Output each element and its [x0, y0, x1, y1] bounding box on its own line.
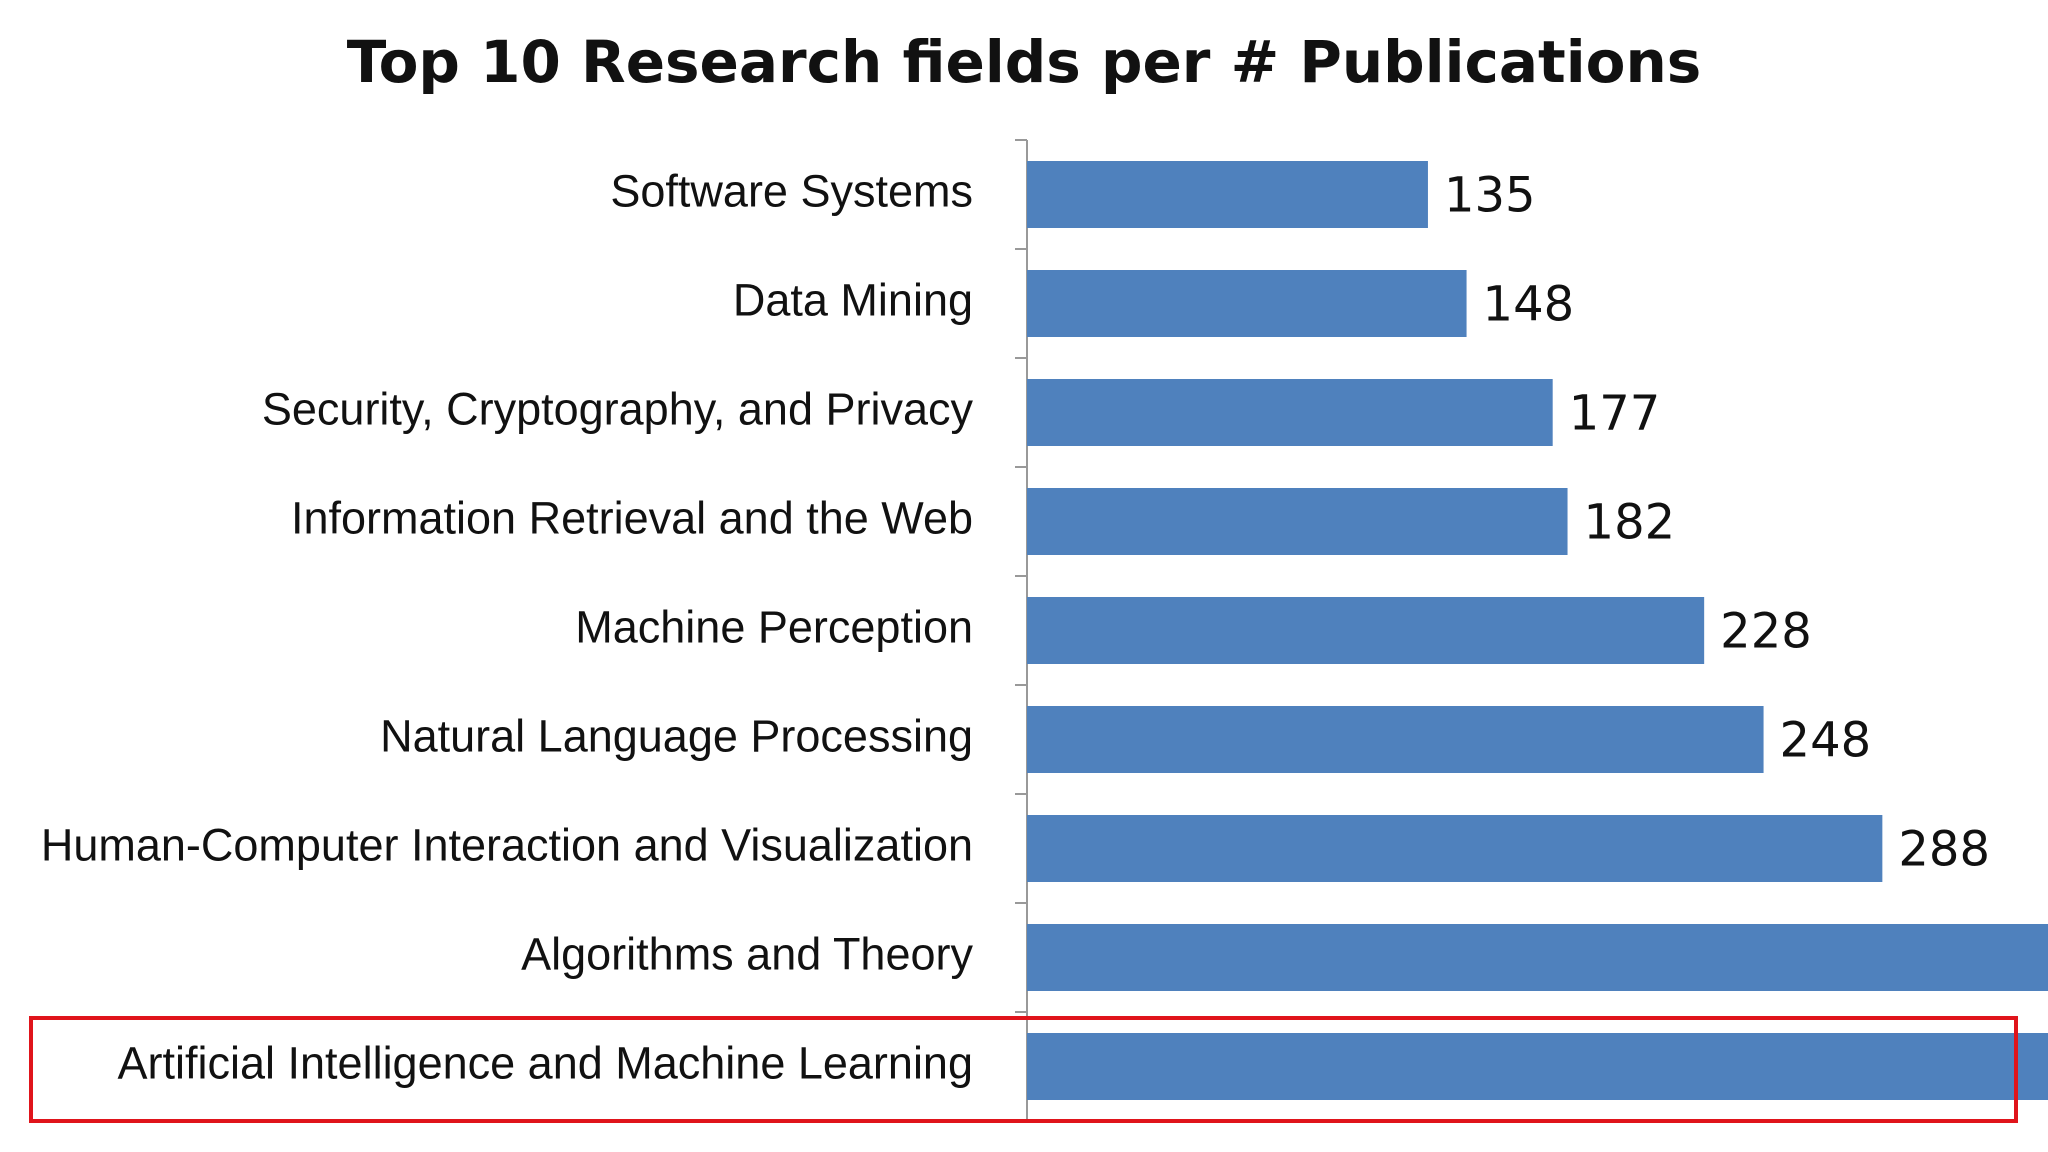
category-label: Natural Language Processing — [380, 710, 973, 761]
bar — [1027, 488, 1568, 555]
data-label: 135 — [1444, 168, 1536, 224]
data-label: 228 — [1720, 604, 1812, 660]
data-label: 148 — [1483, 277, 1575, 333]
bar — [1027, 270, 1467, 337]
data-label: 182 — [1584, 495, 1676, 551]
bar — [1027, 379, 1553, 446]
category-label: Data Mining — [733, 274, 973, 325]
category-label: Human-Computer Interaction and Visualiza… — [41, 819, 973, 870]
bar — [1027, 597, 1705, 664]
highlight-box — [29, 1016, 2018, 1123]
bar — [1027, 1033, 2048, 1100]
category-label: Algorithms and Theory — [521, 928, 973, 979]
bar — [1027, 815, 1883, 882]
category-label: Machine Perception — [575, 601, 973, 652]
data-label: 288 — [1898, 822, 1990, 878]
category-label: Information Retrieval and the Web — [291, 492, 973, 543]
category-label: Artificial Intelligence and Machine Lear… — [117, 1037, 973, 1088]
data-label: 177 — [1569, 386, 1661, 442]
data-label: 248 — [1780, 713, 1872, 769]
category-label: Security, Cryptography, and Privacy — [262, 383, 974, 434]
bar — [1027, 924, 2048, 991]
bar — [1027, 706, 1764, 773]
chart-title: Top 10 Research fields per # Publication… — [346, 28, 1702, 96]
category-label: Software Systems — [610, 165, 973, 216]
bar — [1027, 161, 1428, 228]
